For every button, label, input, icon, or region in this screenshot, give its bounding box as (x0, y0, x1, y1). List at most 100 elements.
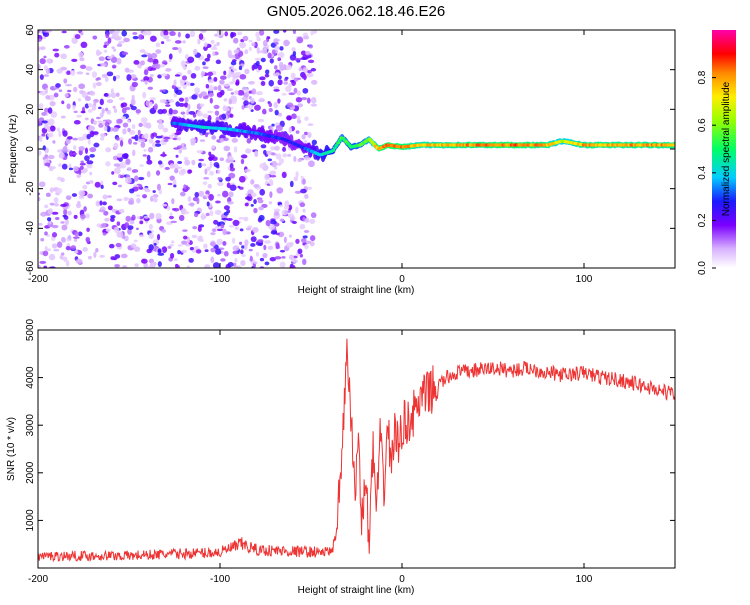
noise-speck (265, 69, 270, 75)
noise-speck (169, 252, 175, 259)
noise-speck (303, 73, 307, 81)
noise-speck (273, 166, 278, 170)
noise-speck (199, 103, 205, 107)
noise-speck (254, 57, 261, 61)
noise-speck (86, 160, 94, 165)
noise-speck (293, 77, 299, 82)
noise-speck (173, 163, 179, 170)
noise-speck (267, 158, 273, 162)
noise-speck (149, 212, 155, 220)
noise-speck (100, 136, 105, 141)
noise-speck (279, 218, 285, 222)
noise-speck (169, 31, 176, 37)
noise-speck (205, 83, 210, 89)
noise-speck (49, 202, 55, 206)
noise-speck (121, 30, 127, 37)
noise-speck (94, 181, 101, 188)
noise-speck (202, 113, 209, 119)
x-tick-label: -200 (28, 274, 48, 285)
noise-speck (277, 231, 285, 238)
noise-speck (300, 238, 307, 243)
noise-speck (278, 75, 282, 80)
noise-speck (39, 260, 47, 264)
noise-speck (116, 231, 124, 238)
noise-speck (185, 243, 191, 247)
noise-speck (63, 256, 67, 263)
noise-speck (104, 107, 109, 112)
noise-speck (191, 159, 196, 166)
noise-speck (239, 41, 246, 49)
noise-speck (223, 250, 229, 257)
noise-speck (79, 165, 84, 170)
noise-speck (72, 137, 78, 141)
noise-speck (173, 147, 180, 150)
noise-speck (195, 249, 202, 254)
noise-speck (302, 235, 308, 239)
noise-speck (163, 139, 169, 143)
noise-speck (63, 215, 69, 220)
noise-speck (40, 211, 48, 217)
noise-speck (273, 208, 281, 213)
noise-speck (58, 89, 63, 92)
noise-speck (70, 70, 76, 76)
y-tick-label: 20 (25, 103, 36, 115)
noise-speck (177, 244, 183, 247)
noise-speck (39, 90, 47, 96)
noise-speck (227, 261, 234, 267)
noise-speck (137, 129, 141, 136)
noise-speck (283, 81, 289, 85)
noise-speck (40, 238, 45, 242)
noise-speck (75, 202, 82, 209)
noise-speck (234, 257, 238, 263)
noise-speck (122, 265, 128, 268)
noise-speck (191, 234, 198, 239)
noise-speck (44, 162, 51, 167)
noise-speck (215, 59, 222, 65)
noise-speck (53, 248, 60, 252)
noise-speck (148, 138, 154, 144)
noise-speck (235, 265, 242, 268)
noise-speck (251, 88, 257, 95)
noise-speck (260, 57, 266, 63)
noise-speck (311, 139, 318, 146)
noise-speck (102, 194, 108, 200)
track-core (331, 148, 336, 153)
noise-speck (188, 257, 194, 263)
noise-speck (237, 31, 243, 36)
noise-speck (190, 73, 197, 79)
noise-speck (249, 255, 253, 262)
noise-speck (148, 223, 153, 230)
noise-speck (38, 38, 42, 43)
noise-speck (116, 198, 123, 202)
noise-speck (148, 232, 155, 240)
noise-speck (106, 55, 113, 60)
noise-speck (73, 250, 79, 254)
noise-speck (169, 175, 175, 181)
noise-speck (258, 119, 264, 122)
noise-speck (101, 73, 108, 78)
noise-speck (70, 245, 77, 250)
noise-speck (209, 210, 214, 217)
noise-speck (242, 35, 249, 42)
noise-speck (168, 215, 174, 220)
noise-speck (211, 145, 215, 149)
noise-speck (78, 51, 84, 59)
noise-speck (309, 218, 316, 224)
noise-speck (310, 96, 317, 104)
noise-speck (61, 147, 68, 153)
noise-speck (219, 157, 224, 162)
noise-speck (210, 256, 215, 263)
noise-speck (173, 258, 178, 261)
noise-speck (197, 162, 203, 169)
noise-speck (293, 156, 297, 163)
noise-speck (264, 73, 270, 78)
noise-speck (80, 110, 86, 114)
noise-speck (123, 197, 130, 201)
noise-speck (84, 117, 89, 121)
noise-speck (193, 48, 198, 55)
noise-speck (295, 130, 300, 134)
noise-speck (143, 52, 149, 55)
noise-speck (108, 243, 115, 249)
noise-speck (217, 181, 224, 187)
noise-speck (297, 158, 302, 163)
